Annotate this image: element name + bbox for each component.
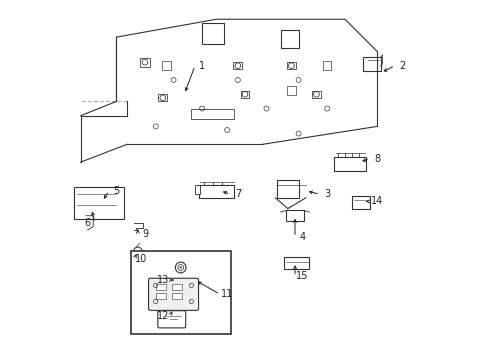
Text: 10: 10 — [135, 253, 147, 264]
Bar — [287, 62, 296, 69]
Text: 9: 9 — [142, 229, 148, 239]
FancyBboxPatch shape — [158, 311, 186, 328]
Text: 12: 12 — [157, 311, 169, 321]
Bar — [156, 284, 167, 290]
Text: 11: 11 — [221, 289, 233, 299]
Bar — [233, 62, 243, 69]
Bar — [286, 210, 304, 221]
Bar — [131, 251, 231, 334]
Bar — [195, 185, 200, 194]
Bar — [140, 58, 150, 67]
Bar — [281, 30, 298, 48]
Bar — [198, 185, 234, 198]
Bar — [323, 62, 331, 70]
Bar — [352, 196, 370, 208]
Bar — [284, 257, 309, 269]
Bar — [192, 109, 234, 119]
Bar — [334, 157, 367, 171]
Text: 1: 1 — [199, 61, 205, 71]
Text: 14: 14 — [371, 197, 383, 206]
Text: 13: 13 — [157, 275, 169, 285]
Bar — [74, 187, 123, 219]
Text: 5: 5 — [113, 186, 120, 196]
Bar — [162, 62, 171, 70]
Text: 3: 3 — [324, 189, 330, 199]
Bar — [363, 57, 381, 71]
Circle shape — [180, 266, 182, 269]
Bar — [172, 293, 182, 299]
Text: 7: 7 — [235, 189, 241, 199]
Text: 8: 8 — [374, 154, 380, 163]
Text: 15: 15 — [296, 271, 308, 282]
Bar — [287, 86, 296, 95]
Bar — [202, 23, 223, 44]
Bar — [312, 91, 321, 98]
Bar — [277, 180, 298, 198]
FancyBboxPatch shape — [148, 278, 198, 310]
Text: 4: 4 — [299, 232, 305, 242]
Text: 6: 6 — [85, 218, 91, 228]
Text: 2: 2 — [399, 61, 405, 71]
Bar — [156, 293, 167, 299]
Bar — [158, 94, 167, 102]
Bar — [172, 284, 182, 290]
Bar — [241, 91, 249, 98]
